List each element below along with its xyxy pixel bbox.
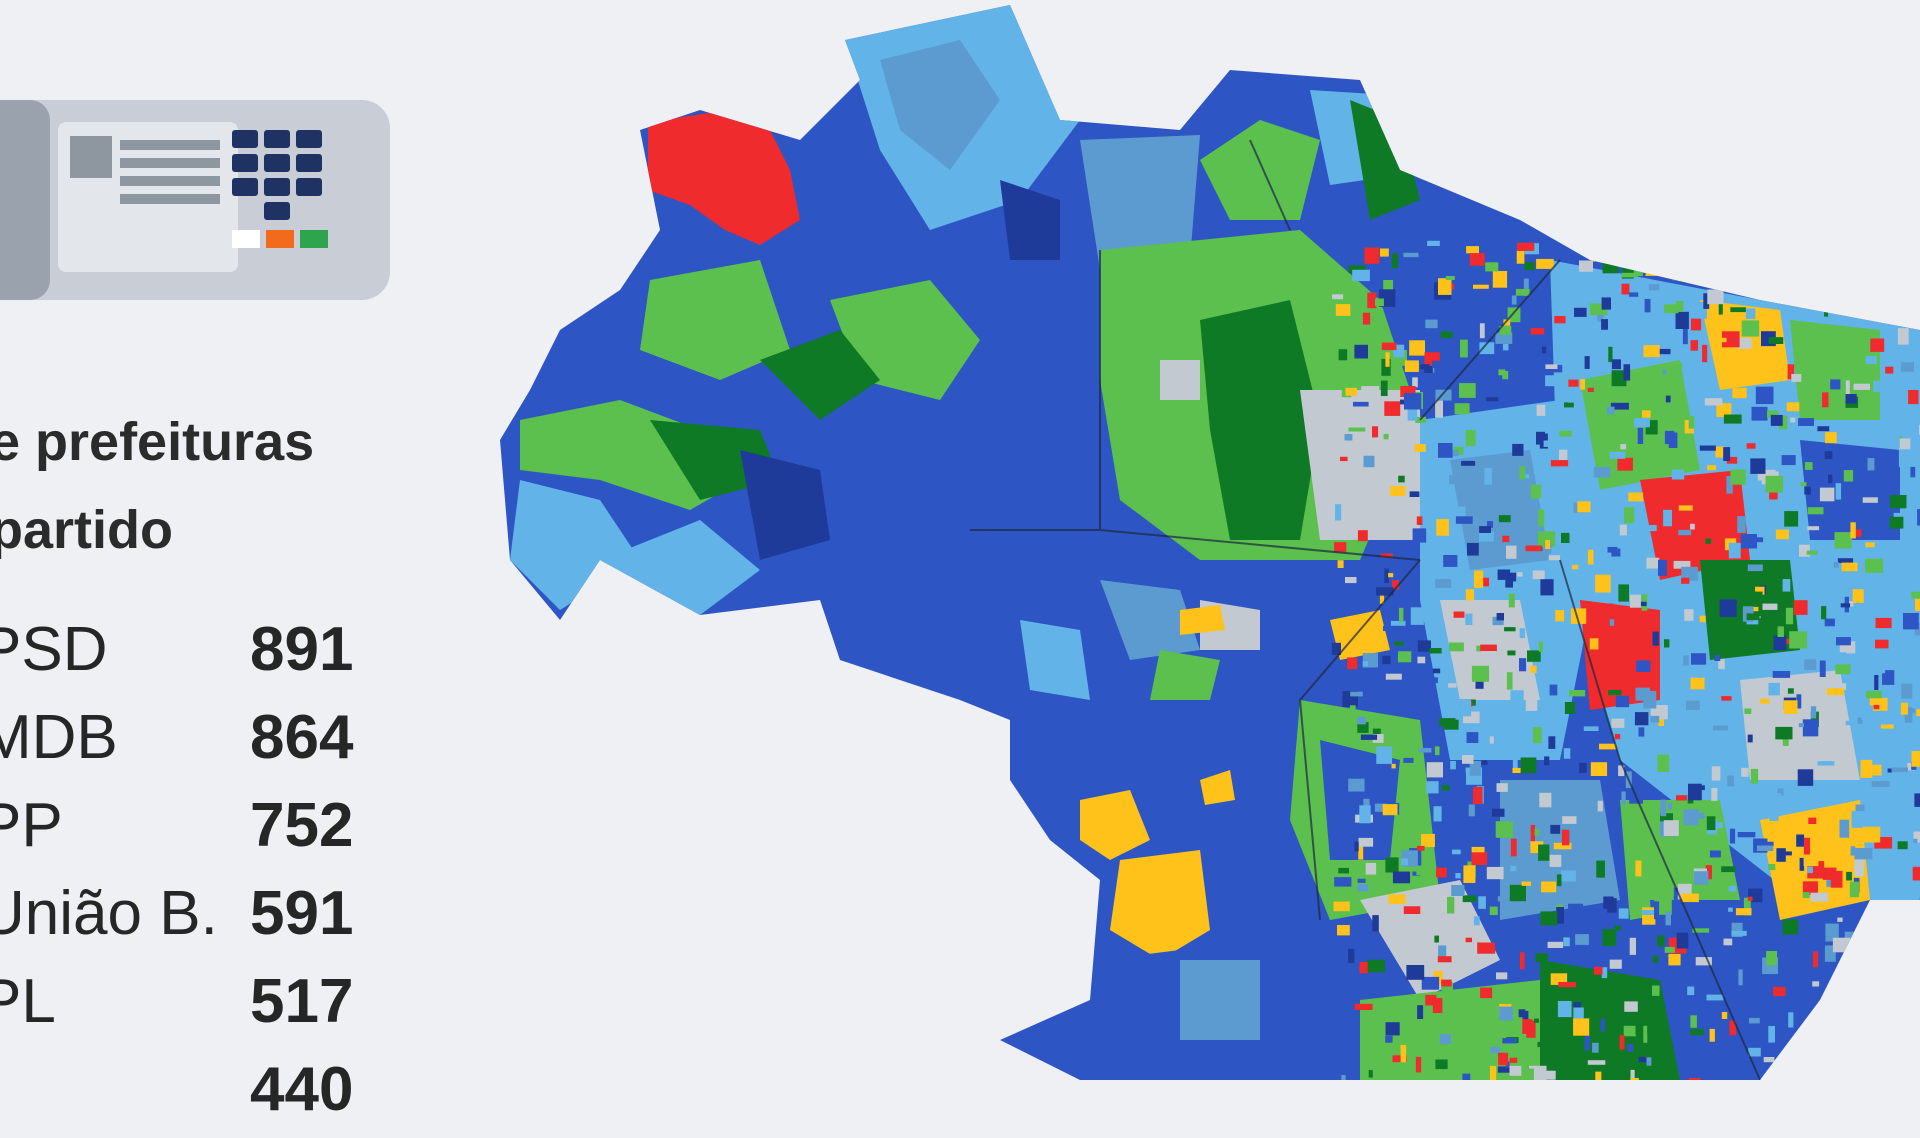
party-name: Uniã­o B. (0, 878, 218, 949)
voting-machine-icon (0, 100, 390, 300)
party-name: PSD (0, 614, 107, 685)
party-name: PP (0, 790, 63, 861)
brazil-municipal-map (480, 0, 1920, 1080)
party-count: 864 (250, 702, 353, 773)
party-name: MDB (0, 702, 118, 773)
party-count: 891 (250, 614, 353, 685)
ranking-row: PL 517 (0, 962, 400, 1050)
ranking-row: PP 752 (0, 786, 400, 874)
party-ranking-list: PSD 891 MDB 864 PP 752 Uniã­o B. 591 PL … (0, 610, 400, 1138)
ranking-row: 440 (0, 1050, 400, 1138)
ranking-row: MDB 864 (0, 698, 400, 786)
ranking-row: PSD 891 (0, 610, 400, 698)
map-heading: e prefeituras partido (0, 398, 314, 574)
party-name: PL (0, 966, 56, 1037)
heading-line-1: e prefeituras (0, 412, 314, 472)
heading-line-2: partido (0, 500, 173, 560)
party-count: 440 (250, 1054, 353, 1125)
party-count: 517 (250, 966, 353, 1037)
party-count: 591 (250, 878, 353, 949)
party-count: 752 (250, 790, 353, 861)
ranking-row: Uniã­o B. 591 (0, 874, 400, 962)
